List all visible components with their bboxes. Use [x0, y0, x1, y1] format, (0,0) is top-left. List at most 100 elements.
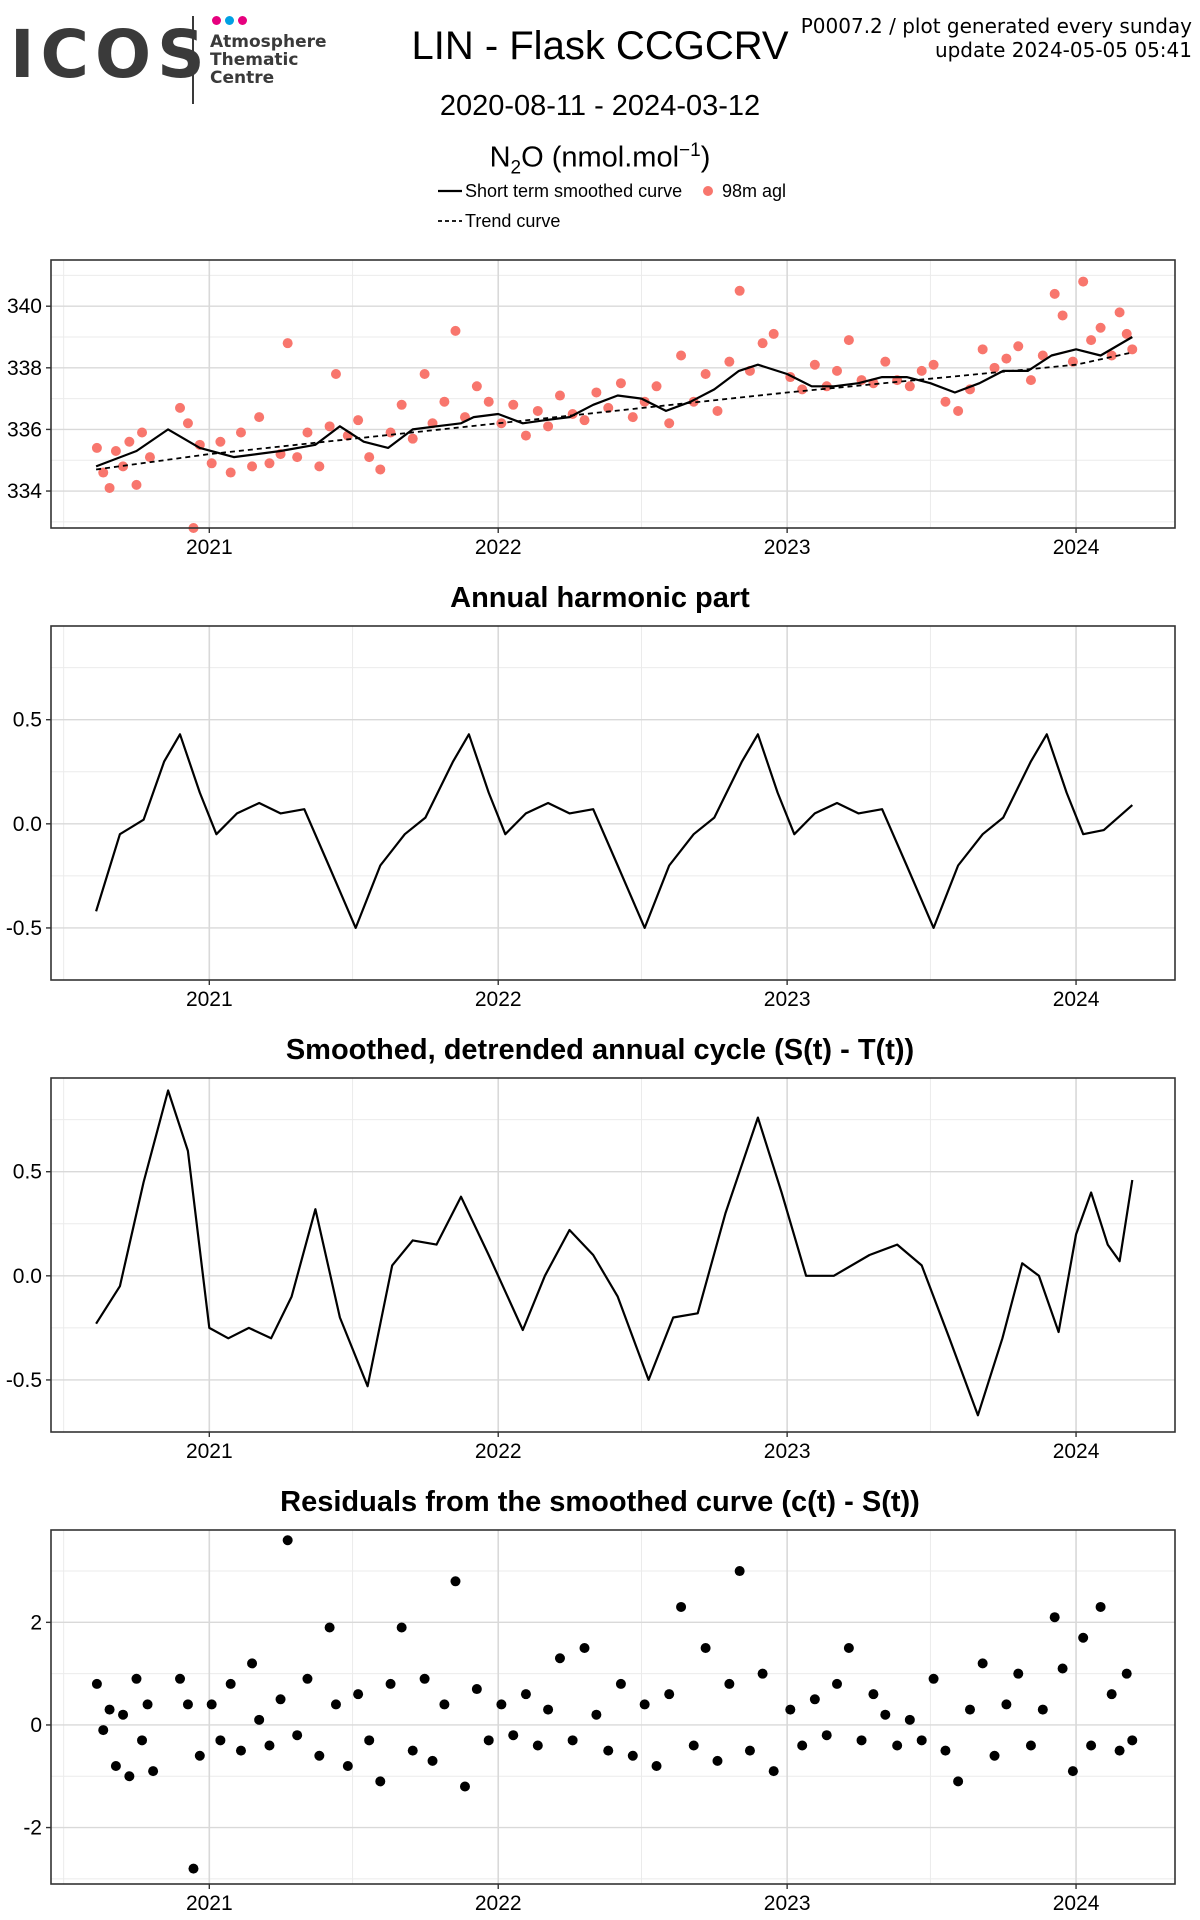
plot-frame: [50, 259, 1176, 529]
x-tick-label: 2024: [1053, 1440, 1100, 1462]
data-point: [364, 452, 375, 463]
logo-dot-magenta: [212, 16, 221, 25]
data-point: [142, 1699, 153, 1710]
plot-frame: [50, 1077, 1176, 1433]
data-point: [768, 328, 779, 339]
data-point: [688, 1740, 699, 1751]
data-point: [868, 1689, 879, 1700]
data-point: [579, 1643, 590, 1653]
data-point: [953, 405, 964, 416]
data-point: [1127, 1735, 1138, 1746]
plot-background: [51, 626, 1175, 980]
data-point: [324, 1622, 335, 1633]
data-point: [385, 1678, 396, 1689]
data-point: [916, 365, 927, 376]
data-point: [904, 1714, 915, 1725]
data-point: [324, 421, 335, 432]
data-point: [131, 479, 142, 490]
data-point: [235, 1745, 246, 1756]
data-point: [225, 1678, 236, 1689]
data-point: [809, 359, 820, 370]
data-point: [785, 1704, 796, 1715]
data-point: [724, 356, 735, 367]
y-tick-label: -0.5: [6, 917, 42, 940]
data-point: [1127, 344, 1138, 355]
y-tick-label: -2: [23, 1817, 42, 1840]
data-point: [543, 421, 554, 432]
data-point: [439, 396, 450, 407]
logo-divider: [192, 16, 194, 104]
data-point: [450, 325, 461, 336]
data-point: [330, 1699, 341, 1710]
data-point: [989, 362, 1000, 373]
data-point: [508, 399, 519, 410]
y-tick-label: 0.0: [13, 1265, 42, 1288]
data-point: [419, 1673, 430, 1684]
data-point: [532, 405, 543, 416]
legend-smooth-label: Short term smoothed curve: [465, 181, 682, 201]
data-point: [471, 1684, 482, 1695]
data-point: [110, 1761, 121, 1771]
trend-line: [95, 351, 1133, 471]
data-point: [892, 1740, 903, 1751]
data-point: [302, 1673, 313, 1684]
logo-text: ICOS: [10, 16, 211, 93]
data-point: [989, 1750, 1000, 1761]
data-point: [724, 1678, 735, 1689]
y-tick-label: 0.0: [13, 813, 42, 836]
data-point: [1121, 1668, 1132, 1679]
data-point: [91, 1678, 102, 1689]
data-point: [1057, 1663, 1068, 1674]
plot-frame: [50, 1529, 1176, 1885]
y-tick-label: 340: [7, 295, 42, 318]
data-point: [1001, 1699, 1012, 1710]
data-point: [282, 1535, 293, 1546]
data-point: [1049, 1612, 1060, 1623]
data-point: [567, 1735, 578, 1746]
date-range: 2020-08-11 - 2024-03-12: [439, 90, 761, 122]
data-point: [353, 1689, 364, 1700]
data-point: [314, 1750, 325, 1761]
data-point: [471, 381, 482, 392]
data-point: [977, 344, 988, 355]
data-point: [615, 1678, 626, 1689]
data-point: [904, 381, 915, 392]
data-point: [407, 1745, 418, 1756]
data-point: [98, 467, 109, 478]
data-point: [396, 399, 407, 410]
data-point: [275, 1694, 286, 1705]
panel-title-detrended: Smoothed, detrended annual cycle (S(t) -…: [285, 1034, 915, 1066]
panel-title-residuals: Residuals from the smoothed curve (c(t) …: [280, 1486, 920, 1518]
data-point: [110, 445, 121, 456]
data-point: [809, 1694, 820, 1705]
data-point: [225, 467, 236, 478]
data-point: [282, 338, 293, 349]
data-point: [953, 1776, 964, 1787]
logo-subtitle-line3: Centre: [210, 68, 275, 88]
panel-residuals: 2021 2022 2023 2024 -2 0 2: [23, 1529, 1176, 1914]
data-point: [797, 1740, 808, 1751]
meta-line-2: update 2024-05-05 05:41: [934, 38, 1192, 62]
data-point: [1086, 1740, 1097, 1751]
x-tick-label: 2021: [186, 536, 233, 559]
data-point: [768, 1766, 779, 1777]
x-tick-label: 2024: [1053, 536, 1100, 559]
data-point: [188, 1863, 199, 1874]
data-point: [664, 1689, 675, 1700]
y-tick-label: 338: [7, 357, 42, 380]
data-point: [1013, 341, 1024, 352]
data-point: [124, 1771, 135, 1782]
data-point: [603, 1745, 614, 1756]
data-point: [916, 1735, 927, 1746]
data-point: [940, 1745, 951, 1756]
plot-background: [51, 1078, 1175, 1432]
data-point: [591, 387, 602, 398]
data-point: [483, 1735, 494, 1746]
data-point: [182, 418, 193, 429]
data-point: [832, 1678, 843, 1689]
data-point: [353, 415, 364, 426]
meta-info: P0007.2 / plot generated every sunday up…: [801, 14, 1192, 62]
data-point: [148, 1766, 159, 1777]
x-tick-label: 2023: [764, 536, 811, 559]
x-tick-label: 2024: [1053, 988, 1100, 1010]
